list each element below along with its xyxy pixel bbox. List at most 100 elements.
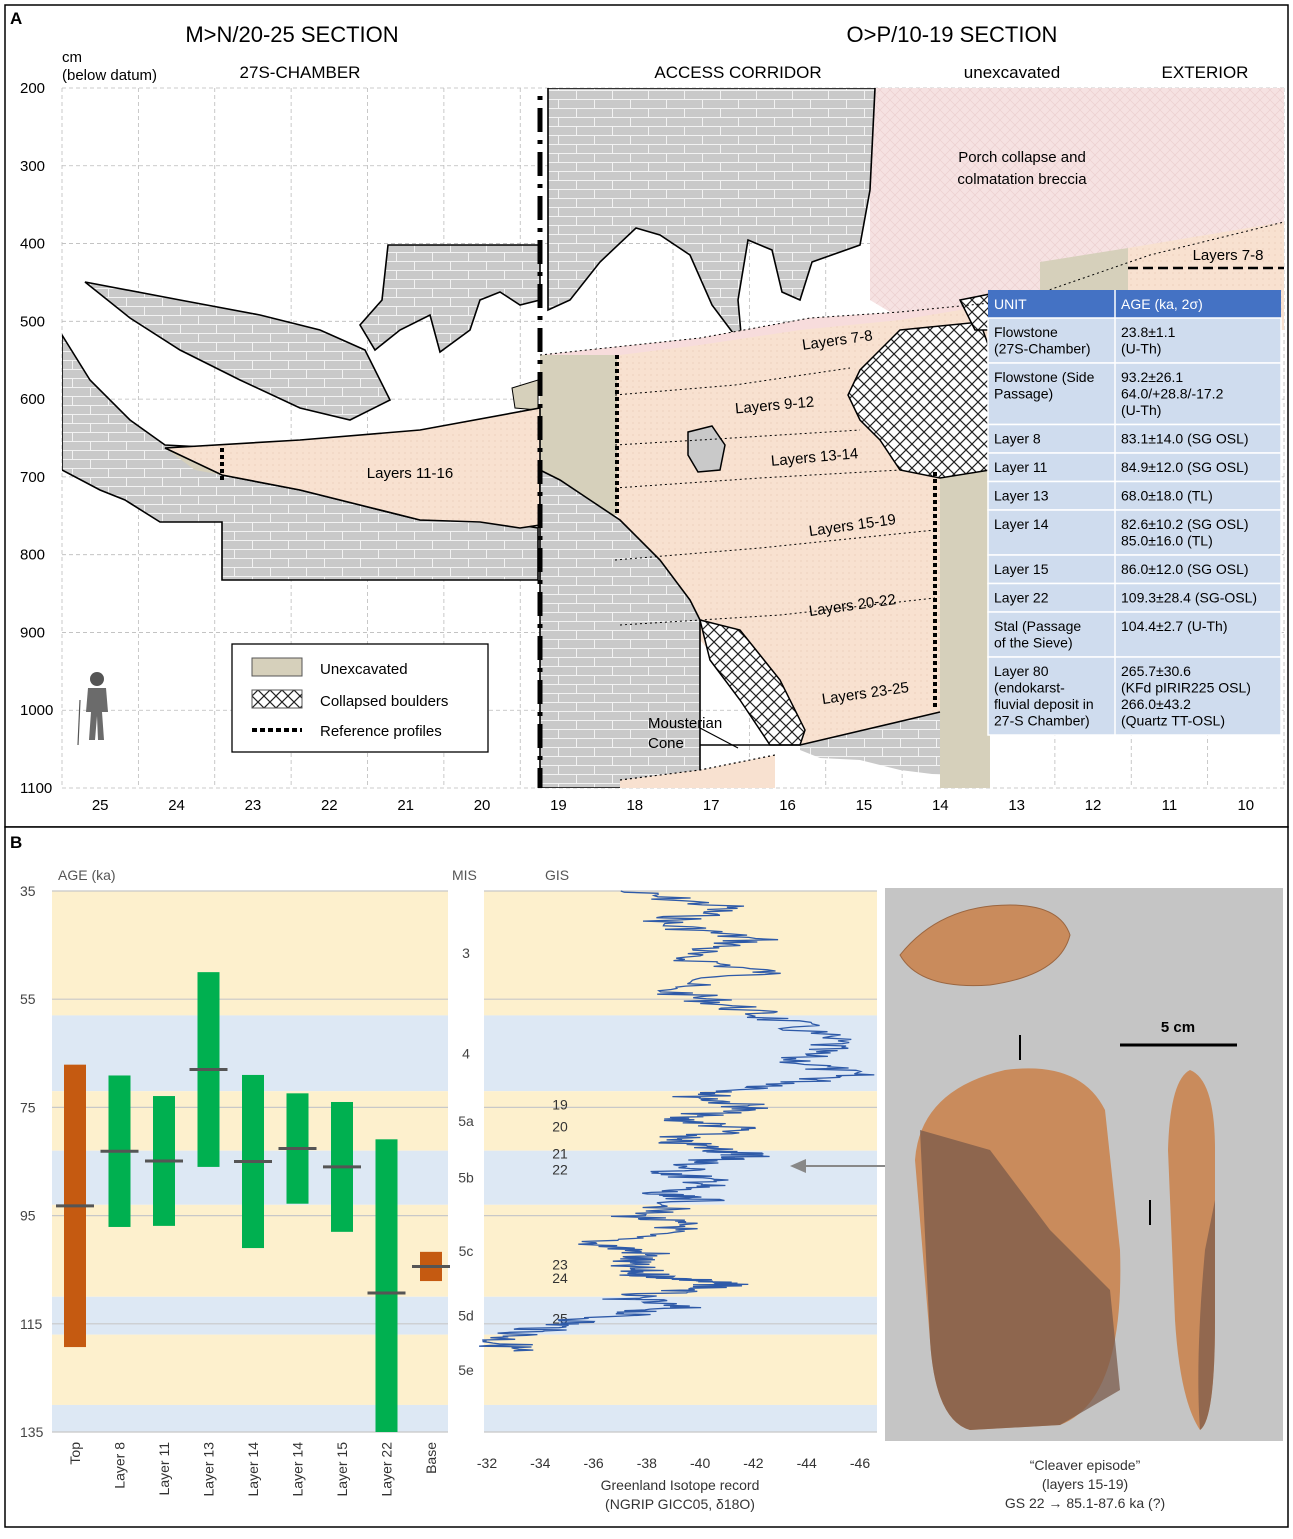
panel-a-letter: A bbox=[10, 9, 22, 28]
table-cell-age: (U-Th) bbox=[1121, 402, 1161, 418]
isotope-tick-label: -42 bbox=[743, 1455, 763, 1471]
cleaver-side-scar bbox=[1198, 1200, 1215, 1430]
table-header-unit: UNIT bbox=[994, 296, 1027, 312]
table-cell-age: 64.0/+28.8/-17.2 bbox=[1121, 386, 1224, 402]
table-cell-age: 68.0±18.0 (TL) bbox=[1121, 488, 1213, 504]
mis-band bbox=[484, 891, 877, 1016]
column-tick-label: 13 bbox=[1008, 797, 1025, 814]
gis-number: 24 bbox=[552, 1270, 568, 1286]
table-cell-age: (U-Th) bbox=[1121, 341, 1161, 357]
column-tick-label: 17 bbox=[703, 797, 720, 814]
table-cell-age: 109.3±28.4 (SG-OSL) bbox=[1121, 590, 1257, 606]
cleaver-top-view bbox=[899, 904, 1071, 987]
table-cell-unit: Flowstone (Side bbox=[994, 369, 1095, 385]
legend-label-unexcavated: Unexcavated bbox=[320, 661, 408, 678]
age-axis-label: AGE (ka) bbox=[58, 867, 116, 883]
right-section-title: O>P/10-19 SECTION bbox=[847, 22, 1058, 47]
age-tick-label: 135 bbox=[20, 1424, 44, 1440]
mis-stage-label: 5e bbox=[458, 1362, 474, 1378]
depth-tick-label: 600 bbox=[20, 391, 45, 408]
cleaver-photo: 5 cm bbox=[885, 888, 1283, 1441]
table-cell-age: 86.0±12.0 (SG OSL) bbox=[1121, 561, 1249, 577]
label-exterior-layers-7-8: Layers 7-8 bbox=[1193, 247, 1264, 264]
gis-label: GIS bbox=[545, 867, 569, 883]
sediment-corridor bbox=[540, 222, 1284, 745]
table-row bbox=[987, 452, 1282, 483]
table-row bbox=[987, 582, 1282, 613]
depth-tick-label: 700 bbox=[20, 469, 45, 486]
mis-band bbox=[52, 891, 448, 1016]
age-tick-label: 115 bbox=[20, 1316, 43, 1332]
table-row bbox=[987, 362, 1282, 426]
column-tick-label: 14 bbox=[932, 797, 949, 814]
isotope-xlabel-line2: (NGRIP GICC05, δ18O) bbox=[605, 1496, 755, 1512]
table-cell-age: (KFd pIRIR225 OSL) bbox=[1121, 680, 1251, 696]
table-cell-unit: of the Sieve) bbox=[994, 635, 1073, 651]
gis-number: 21 bbox=[552, 1145, 568, 1161]
rock-chamber-pillar bbox=[359, 244, 541, 354]
depth-tick-label: 300 bbox=[20, 158, 45, 175]
cleaver-front-scar bbox=[920, 1130, 1120, 1430]
age-tick-label: 35 bbox=[20, 883, 36, 899]
legend-label-profiles: Reference profiles bbox=[320, 723, 442, 740]
porch-label-line2: colmatation breccia bbox=[957, 171, 1087, 188]
mousterian-label-line2: Cone bbox=[648, 735, 684, 752]
zone-exterior: EXTERIOR bbox=[1162, 63, 1249, 82]
column-tick-label: 12 bbox=[1085, 797, 1102, 814]
mis-band bbox=[484, 1404, 877, 1432]
sediment-mousterian bbox=[620, 755, 775, 788]
depth-tick-label: 400 bbox=[20, 236, 45, 253]
boulder-block bbox=[687, 425, 726, 473]
table-cell-age: 104.4±2.7 (U-Th) bbox=[1121, 618, 1228, 634]
table-cell-unit: Layer 80 bbox=[994, 663, 1049, 679]
table-cell-age: 266.0±43.2 bbox=[1121, 696, 1191, 712]
left-section-title: M>N/20-25 SECTION bbox=[185, 22, 398, 47]
mis-band bbox=[484, 1296, 877, 1335]
table-row bbox=[987, 656, 1282, 736]
depth-tick-label: 200 bbox=[20, 80, 45, 97]
depth-unit-note: (below datum) bbox=[62, 67, 157, 84]
table-cell-unit: Flowstone bbox=[994, 324, 1058, 340]
table-cell-age: 85.0±16.0 (TL) bbox=[1121, 533, 1213, 549]
sediment-chamber bbox=[164, 407, 541, 529]
isotope-curve bbox=[479, 890, 875, 1352]
table-row bbox=[987, 554, 1282, 585]
legend-swatch-boulders bbox=[251, 689, 303, 709]
isotope-tick-label: -40 bbox=[690, 1455, 710, 1471]
age-tick-label: 75 bbox=[20, 1099, 36, 1115]
depth-tick-label: 1100 bbox=[20, 780, 52, 797]
mousterian-pointer bbox=[699, 727, 739, 749]
mis-stage-label: 5c bbox=[459, 1243, 474, 1259]
column-tick-label: 24 bbox=[168, 797, 185, 814]
depth-tick-label: 500 bbox=[20, 313, 45, 330]
scale-bar-label: 5 cm bbox=[1161, 1019, 1195, 1036]
depth-tick-label: 1000 bbox=[20, 702, 53, 719]
isotope-tick-label: -44 bbox=[797, 1455, 817, 1471]
depth-tick-label: 900 bbox=[20, 624, 45, 641]
isotope-tick-label: -34 bbox=[530, 1455, 550, 1471]
boundary-23-25 bbox=[619, 597, 936, 626]
table-cell-age: 265.7±30.6 bbox=[1121, 663, 1191, 679]
table-row bbox=[987, 611, 1282, 658]
porch-breccia bbox=[870, 88, 1284, 318]
bar-category-label: Layer 13 bbox=[201, 1442, 217, 1497]
mousterian-boundary bbox=[619, 754, 776, 781]
bar-category-label: Base bbox=[423, 1442, 439, 1474]
bar-category-label: Layer 15 bbox=[334, 1442, 350, 1497]
isotope-xlabel-line1: Greenland Isotope record bbox=[601, 1477, 760, 1493]
table-cell-age: 82.6±10.2 (SG OSL) bbox=[1121, 516, 1249, 532]
bar-category-label: Layer 14 bbox=[290, 1442, 306, 1497]
bar-category-label: Layer 8 bbox=[112, 1442, 128, 1489]
depth-axis: 200 300 400 500 600 700 800 900 1000 1100 bbox=[20, 80, 53, 797]
table-cell-unit: Stal (Passage bbox=[994, 618, 1081, 634]
column-tick-label: 18 bbox=[626, 797, 643, 814]
bar-category-label: Top bbox=[67, 1442, 83, 1465]
depth-tick-label: 800 bbox=[20, 547, 45, 564]
table-cell-unit: Layer 8 bbox=[994, 431, 1041, 447]
table-cell-unit: (endokarst- bbox=[994, 680, 1065, 696]
mis-band bbox=[484, 1334, 877, 1405]
zone-access-corridor: ACCESS CORRIDOR bbox=[654, 63, 821, 82]
table-cell-age: 93.2±26.1 bbox=[1121, 369, 1183, 385]
